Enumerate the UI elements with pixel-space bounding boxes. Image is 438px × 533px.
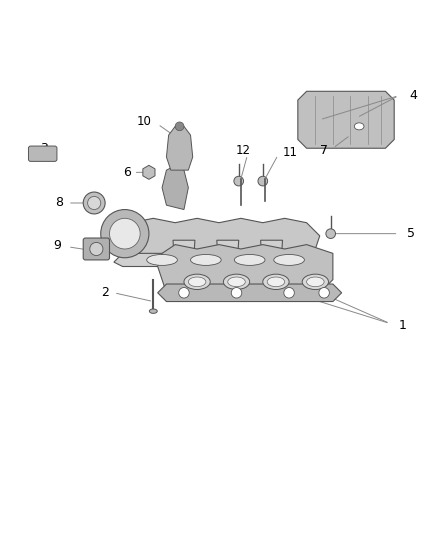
Circle shape bbox=[110, 219, 140, 249]
Ellipse shape bbox=[228, 277, 245, 287]
Ellipse shape bbox=[267, 277, 285, 287]
Text: 5: 5 bbox=[407, 227, 415, 240]
Ellipse shape bbox=[149, 309, 157, 313]
Ellipse shape bbox=[263, 274, 289, 289]
Text: 10: 10 bbox=[137, 116, 152, 128]
Polygon shape bbox=[143, 165, 155, 179]
Polygon shape bbox=[166, 126, 193, 170]
Circle shape bbox=[319, 287, 329, 298]
FancyBboxPatch shape bbox=[83, 238, 110, 260]
Polygon shape bbox=[118, 219, 320, 258]
Circle shape bbox=[83, 192, 105, 214]
Text: 2: 2 bbox=[101, 286, 109, 300]
Ellipse shape bbox=[234, 176, 244, 186]
Circle shape bbox=[284, 287, 294, 298]
Text: 11: 11 bbox=[283, 146, 297, 159]
Ellipse shape bbox=[307, 277, 324, 287]
Ellipse shape bbox=[147, 254, 177, 265]
Text: 12: 12 bbox=[236, 144, 251, 157]
Circle shape bbox=[88, 197, 101, 209]
Polygon shape bbox=[158, 284, 342, 302]
Polygon shape bbox=[261, 240, 283, 275]
Polygon shape bbox=[173, 240, 195, 275]
Ellipse shape bbox=[354, 123, 364, 130]
Text: 4: 4 bbox=[410, 89, 417, 102]
Text: 9: 9 bbox=[53, 239, 61, 252]
Circle shape bbox=[101, 209, 149, 258]
Ellipse shape bbox=[184, 274, 210, 289]
Polygon shape bbox=[114, 253, 324, 266]
Circle shape bbox=[231, 287, 242, 298]
Text: 1: 1 bbox=[399, 319, 406, 332]
Circle shape bbox=[90, 243, 103, 255]
FancyBboxPatch shape bbox=[28, 146, 57, 161]
Polygon shape bbox=[217, 240, 239, 275]
Text: 8: 8 bbox=[55, 197, 63, 209]
Ellipse shape bbox=[234, 254, 265, 265]
Polygon shape bbox=[162, 166, 188, 209]
Polygon shape bbox=[158, 245, 333, 293]
Ellipse shape bbox=[274, 254, 304, 265]
Polygon shape bbox=[298, 91, 394, 148]
Circle shape bbox=[175, 122, 184, 131]
Ellipse shape bbox=[188, 277, 206, 287]
Text: 7: 7 bbox=[320, 144, 328, 157]
Ellipse shape bbox=[191, 254, 221, 265]
Ellipse shape bbox=[258, 176, 268, 186]
Ellipse shape bbox=[326, 229, 336, 238]
Ellipse shape bbox=[223, 274, 250, 289]
Circle shape bbox=[179, 287, 189, 298]
Text: 6: 6 bbox=[123, 166, 131, 179]
Text: 3: 3 bbox=[40, 142, 48, 155]
Ellipse shape bbox=[302, 274, 328, 289]
